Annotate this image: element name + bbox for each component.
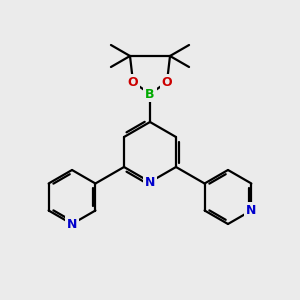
Text: O: O [162,76,172,88]
Text: O: O [128,76,138,88]
Text: N: N [67,218,77,230]
Text: B: B [145,88,155,100]
Text: N: N [246,204,256,217]
Text: N: N [145,176,155,188]
